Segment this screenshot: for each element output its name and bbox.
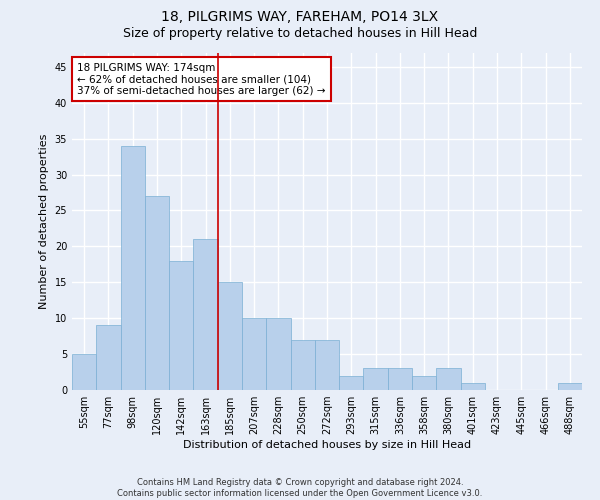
Bar [339,376,364,390]
Y-axis label: Number of detached properties: Number of detached properties [39,134,49,309]
Bar [96,326,121,390]
Bar [169,260,193,390]
Bar [121,146,145,390]
Bar [436,368,461,390]
Text: 18 PILGRIMS WAY: 174sqm
← 62% of detached houses are smaller (104)
37% of semi-d: 18 PILGRIMS WAY: 174sqm ← 62% of detache… [77,62,326,96]
Text: Size of property relative to detached houses in Hill Head: Size of property relative to detached ho… [123,28,477,40]
Bar [72,354,96,390]
Bar [461,383,485,390]
Bar [364,368,388,390]
Bar [266,318,290,390]
Bar [388,368,412,390]
Bar [412,376,436,390]
Text: Contains HM Land Registry data © Crown copyright and database right 2024.
Contai: Contains HM Land Registry data © Crown c… [118,478,482,498]
Text: 18, PILGRIMS WAY, FAREHAM, PO14 3LX: 18, PILGRIMS WAY, FAREHAM, PO14 3LX [161,10,439,24]
Bar [242,318,266,390]
X-axis label: Distribution of detached houses by size in Hill Head: Distribution of detached houses by size … [183,440,471,450]
Bar [315,340,339,390]
Bar [193,239,218,390]
Bar [290,340,315,390]
Bar [558,383,582,390]
Bar [145,196,169,390]
Bar [218,282,242,390]
